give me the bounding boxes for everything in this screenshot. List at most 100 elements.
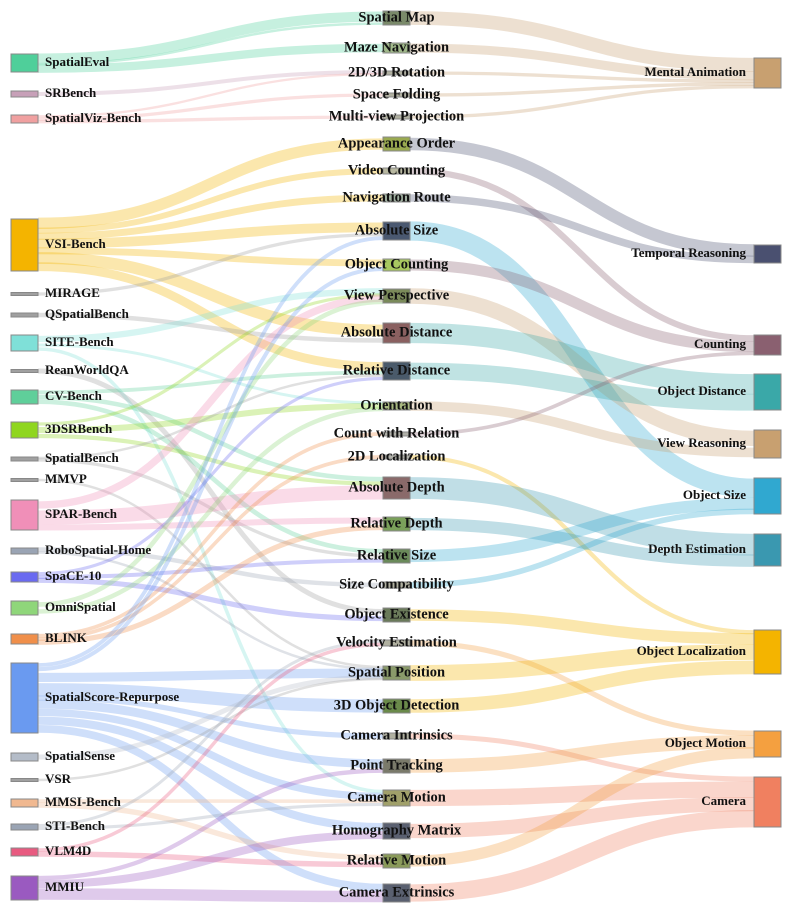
benchmark-task-flow-link <box>37 524 384 645</box>
benchmark-task-flow-link <box>37 716 384 832</box>
category-node <box>753 334 782 356</box>
task-category-flow-link <box>409 71 755 83</box>
category-label: Depth Estimation <box>648 541 747 556</box>
benchmark-node <box>10 600 39 616</box>
task-node <box>382 70 411 76</box>
benchmark-label: RoboSpatial-Home <box>45 542 151 557</box>
benchmark-node <box>10 334 39 352</box>
benchmark-node <box>10 369 39 373</box>
task-label: Absolute Size <box>355 222 439 238</box>
benchmark-node <box>10 114 39 124</box>
task-node <box>382 92 411 98</box>
benchmark-label: MMIU <box>45 879 85 894</box>
task-category-flow-link <box>409 735 755 773</box>
task-node <box>382 665 411 681</box>
task-node <box>382 114 411 120</box>
task-category-flow-link <box>409 517 755 567</box>
benchmark-task-flow-link <box>37 72 384 118</box>
benchmark-node <box>10 389 39 405</box>
benchmark-node <box>10 823 39 831</box>
benchmark-task-flow-link <box>37 368 384 614</box>
task-label: Homography Matrix <box>332 822 462 838</box>
task-node <box>382 581 411 589</box>
diagram-labels: SpatialEval SRBench SpatialViz-Bench VSI-Be… <box>45 9 747 900</box>
task-category-flow-link <box>409 362 755 411</box>
task-label: Object Counting <box>345 256 449 272</box>
task-category-flow-link <box>409 733 755 782</box>
category-node <box>753 57 782 89</box>
benchmark-task-flow-link <box>37 138 384 229</box>
benchmark-task-flow-link <box>37 433 384 486</box>
benchmark-task-flow-link <box>37 642 384 852</box>
task-label: View Perspective <box>344 287 450 303</box>
task-node <box>382 42 411 54</box>
task-category-flow-link <box>409 497 755 563</box>
category-label: Object Motion <box>665 735 747 750</box>
benchmark-task-flow-link <box>37 547 384 588</box>
benchmark-label: VSI-Bench <box>45 236 106 251</box>
benchmark-task-flow-link <box>37 768 384 881</box>
benchmark-task-flow-link <box>37 485 384 525</box>
benchmark-task-flow-link <box>37 695 384 739</box>
benchmark-task-flow-link <box>37 406 384 614</box>
benchmark-label: STI-Bench <box>45 818 106 833</box>
benchmark-task-flow-link <box>37 802 384 831</box>
task-category-flow-link <box>409 640 755 736</box>
benchmark-node <box>10 499 39 531</box>
benchmark-task-flow-link <box>37 403 384 433</box>
task-label: Relative Distance <box>343 362 451 378</box>
category-node <box>753 373 782 411</box>
task-category-flow-link <box>409 747 755 867</box>
flow-links <box>37 11 755 903</box>
task-label: Multi-view Projection <box>329 108 464 124</box>
task-node <box>382 476 411 500</box>
category-label: View Reasoning <box>657 435 746 450</box>
benchmark-label: 3DSRBench <box>45 421 113 436</box>
benchmark-task-flow-link <box>37 293 384 426</box>
category-label: Temporal Reasoning <box>631 245 746 260</box>
benchmark-task-flow-link <box>37 194 384 240</box>
benchmark-task-flow-link <box>37 708 384 801</box>
task-label: Point Tracking <box>350 757 443 773</box>
category-node <box>753 776 782 828</box>
task-label: Maze Navigation <box>344 39 449 55</box>
benchmark-node <box>10 421 39 439</box>
benchmark-task-flow-link <box>37 478 384 669</box>
task-node <box>382 548 411 564</box>
benchmark-task-flow-link <box>37 851 384 868</box>
benchmark-task-flow-link <box>37 43 384 73</box>
benchmark-task-flow-link <box>37 802 384 861</box>
benchmark-task-flow-link <box>37 558 384 579</box>
task-category-flow-link <box>409 454 755 635</box>
task-label: Orientation <box>360 397 433 413</box>
task-node <box>382 258 411 272</box>
benchmark-node <box>10 633 39 645</box>
benchmark-node <box>10 798 39 808</box>
benchmark-task-flow-link <box>37 70 384 96</box>
task-node <box>382 221 411 241</box>
task-node <box>382 10 411 26</box>
category-label: Object Localization <box>637 643 747 658</box>
task-label: Absolute Distance <box>341 324 453 340</box>
diagram-nodes <box>10 10 782 903</box>
benchmark-label: ReanWorldQA <box>45 362 129 377</box>
task-node <box>382 454 411 460</box>
task-node <box>382 167 411 175</box>
task-label: Camera Intrinsics <box>340 727 453 743</box>
benchmark-label: VLM4D <box>45 843 91 858</box>
benchmark-task-flow-link <box>37 288 384 343</box>
benchmark-task-flow-link <box>37 674 384 760</box>
task-category-flow-link <box>409 644 755 681</box>
task-node <box>382 789 411 807</box>
category-node <box>753 244 782 264</box>
task-category-flow-link <box>409 221 755 498</box>
task-category-flow-link <box>409 781 755 807</box>
category-label: Camera <box>701 793 746 808</box>
task-category-flow-link <box>409 11 755 72</box>
task-label: Relative Size <box>357 547 437 563</box>
benchmark-task-flow-link <box>37 222 384 249</box>
benchmark-node <box>10 218 39 272</box>
benchmark-task-flow-link <box>37 517 384 531</box>
benchmark-task-flow-link <box>37 677 384 782</box>
